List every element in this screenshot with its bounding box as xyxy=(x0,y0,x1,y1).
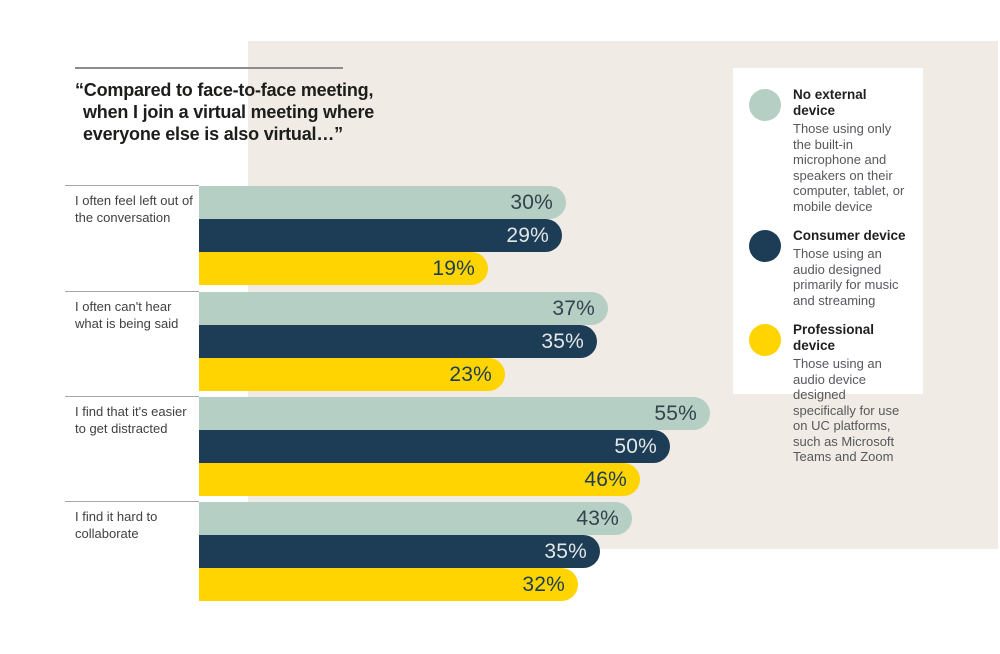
professional-device-swatch-icon xyxy=(749,324,781,356)
legend-item-title: No external device xyxy=(793,87,867,118)
category-label: I find it hard to collaborate xyxy=(75,509,158,541)
bar-value-label: 46% xyxy=(584,468,627,491)
chart-title-line: everyone else is also virtual…” xyxy=(83,124,343,144)
bar-value-label: 35% xyxy=(544,540,587,563)
category-label: I find that it's easier to get distracte… xyxy=(75,404,187,436)
category-rule xyxy=(65,185,199,186)
category-group: I often feel left out of the conversatio… xyxy=(0,185,1000,285)
chart-title-line: when I join a virtual meeting where xyxy=(83,102,375,122)
legend-item-description: Those using an audio device designed spe… xyxy=(793,356,900,464)
legend-item-title: Professional device xyxy=(793,322,875,353)
category-label: I often feel left out of the conversatio… xyxy=(75,193,193,225)
chart-title-line: “Compared to face-to-face meeting, xyxy=(75,80,374,100)
legend-item-title: Consumer device xyxy=(793,228,906,243)
bar-value-label: 50% xyxy=(614,435,657,458)
category-label: I often can't hear what is being said xyxy=(75,299,179,331)
legend-item-description: Those using an audio designed primarily … xyxy=(793,246,899,308)
bar-professional-device: 23% xyxy=(199,358,505,391)
bar-value-label: 35% xyxy=(541,330,584,353)
bar-consumer-device: 29% xyxy=(199,219,562,252)
bar-value-label: 55% xyxy=(654,402,697,425)
bar-value-label: 30% xyxy=(510,191,553,214)
category-rule xyxy=(65,291,199,292)
title-rule xyxy=(75,67,343,69)
bar-value-label: 23% xyxy=(449,363,492,386)
bar-consumer-device: 35% xyxy=(199,535,600,568)
legend-item-professional-device: Professional device Those using an audio… xyxy=(749,322,909,465)
consumer-device-swatch-icon xyxy=(749,230,781,262)
no-external-device-swatch-icon xyxy=(749,89,781,121)
category-group: I often can't hear what is being said 37… xyxy=(0,291,1000,391)
bar-no-external-device: 30% xyxy=(199,186,566,219)
bar-value-label: 43% xyxy=(576,507,619,530)
legend-item-no-external-device: No external device Those using only the … xyxy=(749,87,909,214)
bar-no-external-device: 55% xyxy=(199,397,710,430)
category-rule xyxy=(65,501,199,502)
bar-professional-device: 19% xyxy=(199,252,488,285)
bar-value-label: 37% xyxy=(552,297,595,320)
category-group: I find that it's easier to get distracte… xyxy=(0,396,1000,496)
chart-title: “Compared to face-to-face meeting, when … xyxy=(75,79,405,145)
bar-no-external-device: 37% xyxy=(199,292,608,325)
bar-no-external-device: 43% xyxy=(199,502,632,535)
bar-value-label: 19% xyxy=(432,257,475,280)
bar-value-label: 29% xyxy=(506,224,549,247)
bar-consumer-device: 35% xyxy=(199,325,597,358)
category-group: I find it hard to collaborate 43% 35% 32… xyxy=(0,501,1000,601)
legend-item-description: Those using only the built-in microphone… xyxy=(793,121,905,214)
bar-consumer-device: 50% xyxy=(199,430,670,463)
legend-item-consumer-device: Consumer device Those using an audio des… xyxy=(749,228,909,308)
category-rule xyxy=(65,396,199,397)
legend-card: No external device Those using only the … xyxy=(733,68,923,464)
bar-professional-device: 46% xyxy=(199,463,640,496)
bar-value-label: 32% xyxy=(522,573,565,596)
bar-professional-device: 32% xyxy=(199,568,578,601)
